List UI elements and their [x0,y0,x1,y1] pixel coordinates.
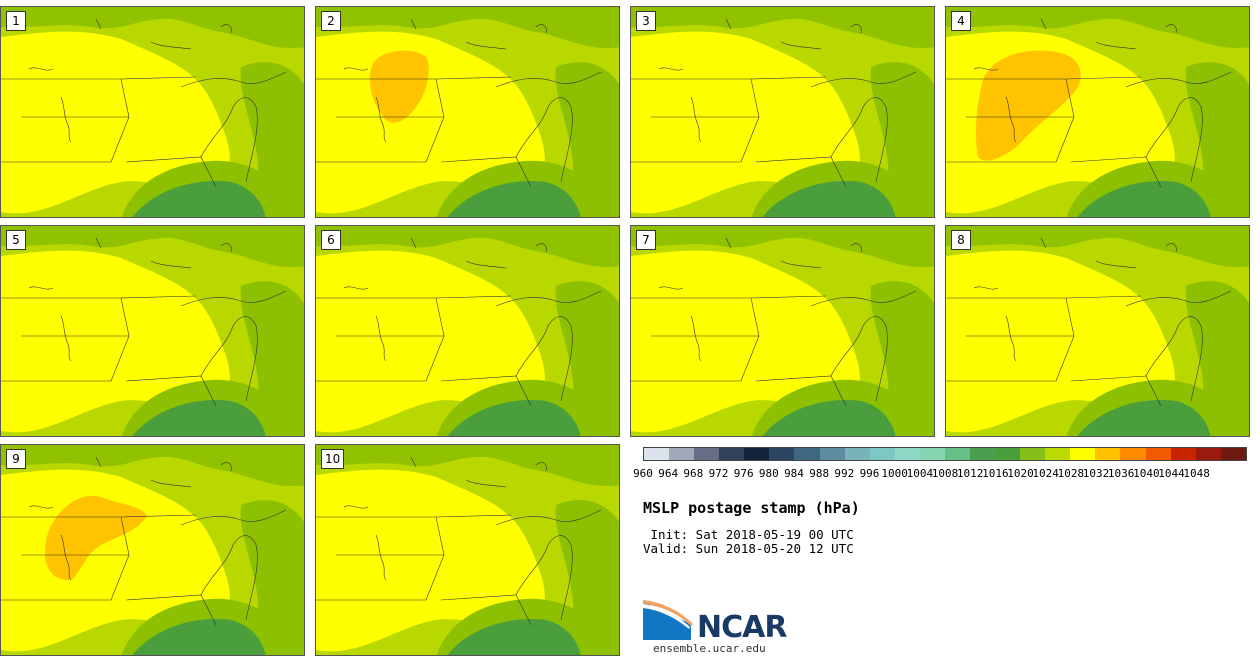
colorbar-tick-label: 996 [859,467,880,480]
colorbar-swatch [1145,448,1171,460]
stamp-member-label: 1 [6,11,26,31]
stamp-map-7 [631,226,934,436]
colorbar-tick-label: 1012 [956,467,984,480]
colorbar-swatch [1120,448,1146,460]
colorbar-tick-label: 976 [733,467,754,480]
colorbar-swatch [995,448,1021,460]
colorbar-swatch [1045,448,1071,460]
colorbar-swatch [1220,448,1246,460]
chart-title: MSLP postage stamp (hPa) [643,499,860,517]
stamp-panel-1: 1 [0,6,305,218]
colorbar-tick-label: 992 [834,467,855,480]
colorbar-swatch [894,448,920,460]
stamp-panel-6: 6 [315,225,620,437]
stamp-panel-8: 8 [945,225,1250,437]
stamp-member-label: 3 [636,11,656,31]
ncar-logo-icon [643,600,693,640]
ncar-logo-text: NCAR [697,610,787,645]
colorbar-swatch [644,448,670,460]
colorbar-tick-label: 1016 [982,467,1009,480]
colorbar-tick-label: 1028 [1057,467,1085,480]
colorbar-tick-label: 964 [658,467,679,480]
stamp-panel-2: 2 [315,6,620,218]
colorbar-tick-label: 972 [708,467,729,480]
stamp-member-label: 8 [951,230,971,250]
colorbar-swatch [744,448,770,460]
colorbar-tick-label: 1008 [931,467,959,480]
stamp-member-label: 4 [951,11,971,31]
colorbar-tick-label: 1044 [1158,467,1185,480]
stamp-panel-5: 5 [0,225,305,437]
stamp-map-4 [946,7,1249,217]
colorbar-swatch [669,448,695,460]
stamp-map-1 [1,7,304,217]
stamp-map-3 [631,7,934,217]
valid-time: Valid: Sun 2018-05-20 12 UTC [643,541,854,556]
colorbar-tick-label: 1000 [881,467,908,480]
stamp-member-label: 10 [321,449,345,469]
stamp-map-10 [316,445,619,655]
colorbar-swatch [819,448,845,460]
stamp-panel-7: 7 [630,225,935,437]
colorbar-swatch [694,448,720,460]
stamp-panel-9: 9 [0,444,305,656]
colorbar-swatch [970,448,996,460]
stamp-map-6 [316,226,619,436]
colorbar-tick-label: 1004 [906,467,934,480]
logo-url: ensemble.ucar.edu [653,642,766,655]
colorbar-swatch [1195,448,1221,460]
stamp-member-label: 6 [321,230,341,250]
colorbar-tick-label: 980 [758,467,779,480]
stamp-map-9 [1,445,304,655]
colorbar-tick-label: 1020 [1007,467,1034,480]
stamp-panel-10: 10 [315,444,620,656]
stamp-panel-3: 3 [630,6,935,218]
stamp-map-5 [1,226,304,436]
init-time: Init: Sat 2018-05-19 00 UTC [643,527,854,542]
colorbar-tick-label: 1024 [1032,467,1059,480]
stamp-panel-4: 4 [945,6,1250,218]
stamp-member-label: 7 [636,230,656,250]
colorbar-tick-label: 1048 [1183,467,1210,480]
colorbar-swatch [844,448,870,460]
colorbar-swatch [1070,448,1096,460]
colorbar-tick-label: 1036 [1107,467,1135,480]
stamp-member-label: 9 [6,449,26,469]
stamp-member-label: 5 [6,230,26,250]
colorbar-tick-label: 960 [633,467,653,480]
colorbar-tick-label: 1040 [1133,467,1160,480]
colorbar-tick-label: 984 [784,467,804,480]
colorbar-swatch [1095,448,1121,460]
stamp-member-label: 2 [321,11,341,31]
colorbar-swatch [794,448,820,460]
colorbar-tick-labels: 960 964 968 972 976 980 984 988 992 996 1000 1004 10… [633,467,1260,481]
colorbar-tick-label: 968 [683,467,704,480]
mslp-colorbar [643,447,1247,461]
colorbar-swatch [919,448,945,460]
colorbar-swatch [769,448,795,460]
colorbar-tick-label: 1032 [1082,467,1110,480]
stamp-map-8 [946,226,1249,436]
colorbar-swatch [944,448,971,460]
colorbar-tick-label: 988 [809,467,830,480]
colorbar-swatch [869,448,895,460]
colorbar-swatch [719,448,745,460]
stamp-map-2 [316,7,619,217]
colorbar-swatch [1020,448,1046,460]
colorbar-swatch [1170,448,1196,460]
